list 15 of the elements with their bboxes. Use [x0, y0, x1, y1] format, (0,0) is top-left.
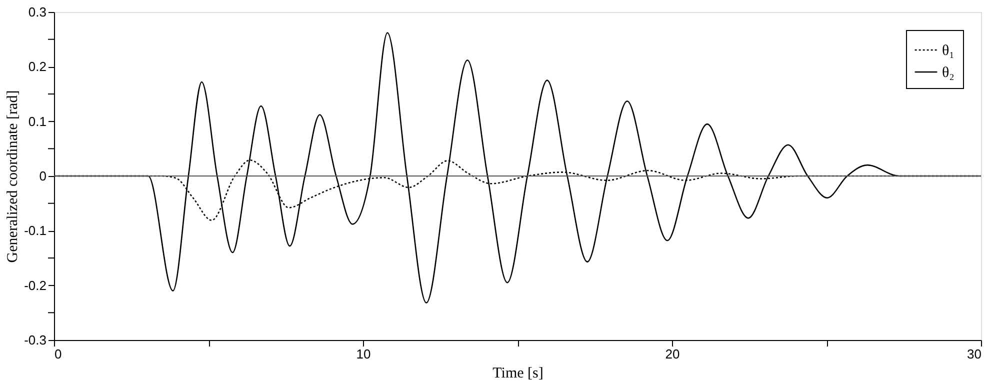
y-tick-label: -0.3: [24, 332, 46, 348]
legend-label: θ₂: [942, 65, 954, 81]
y-tick-label: 0.2: [28, 59, 46, 74]
x-tick-label: 30: [967, 346, 982, 362]
y-tick-label: 0.3: [28, 4, 46, 20]
x-tick-label: 10: [356, 346, 371, 362]
y-axis-title: Generalized coordinate [rad]: [5, 90, 22, 263]
x-axis-title: Time [s]: [492, 366, 544, 382]
y-tick-label: -0.2: [24, 278, 46, 293]
y-tick-label: 0.1: [28, 114, 46, 129]
x-tick-label: 0: [54, 346, 62, 362]
legend-label: θ₁: [942, 43, 954, 59]
x-tick-label: 20: [665, 346, 680, 362]
y-tick-label: -0.1: [24, 223, 46, 238]
y-tick-label: 0: [39, 168, 46, 184]
